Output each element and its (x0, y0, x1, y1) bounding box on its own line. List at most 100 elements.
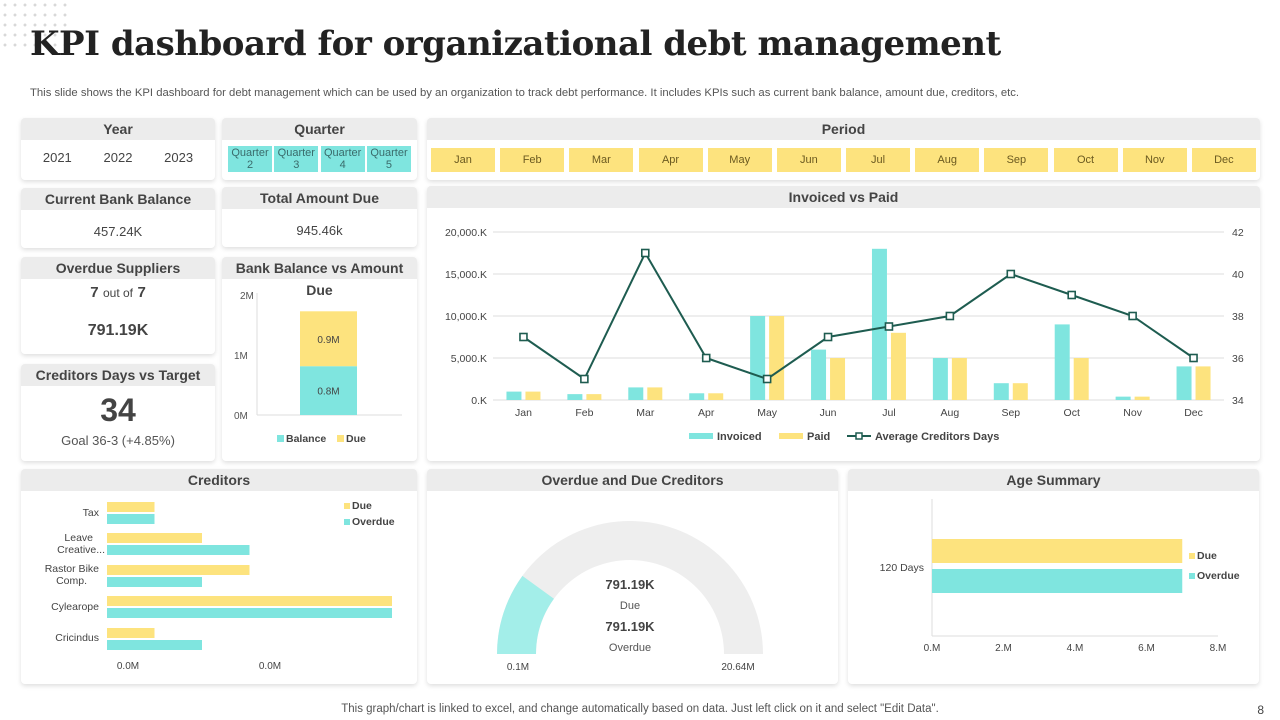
overdue-total: 7 (137, 284, 146, 301)
age-summary-card: Age Summary 120 Days 0.M 2.M 4.M 6.M 8.M Due… (848, 469, 1259, 684)
month-button[interactable]: Aug (915, 148, 980, 172)
legend-line-marker (855, 432, 863, 440)
gauge-chart: 791.19K Due 791.19K Overdue 0.1M 20.64M (497, 521, 763, 673)
month-button[interactable]: Apr (638, 148, 703, 172)
avg-days-marker (1006, 269, 1016, 279)
due-bar (107, 596, 392, 606)
x-tick-label: 4.M (1067, 643, 1084, 654)
legend-overdue-swatch (1189, 573, 1195, 579)
quarter-option[interactable]: Quarter 4 (320, 146, 365, 172)
year-option[interactable]: 2022 (103, 150, 133, 165)
avg-days-marker (701, 353, 711, 363)
decorative-dots (0, 0, 70, 50)
month-button[interactable]: Feb (500, 148, 565, 172)
year-header: Year (21, 118, 215, 140)
overdue-suppliers-card: Overdue Suppliers 7 out of 7 791.19K (21, 257, 215, 354)
due-bar (107, 628, 155, 638)
y-tick-label: 2M (240, 291, 254, 302)
x-tick-label: Nov (1123, 407, 1142, 419)
invoiced-vs-paid-title: Invoiced vs Paid (427, 186, 1260, 208)
page-subtitle: This slide shows the KPI dashboard for d… (30, 87, 1020, 99)
creditors-days-header: Creditors Days vs Target (21, 364, 215, 386)
y-tick-label: 0.K (471, 395, 487, 407)
month-button[interactable]: Mar (569, 148, 634, 172)
invoiced-bar (1115, 396, 1131, 400)
creditors-card: Creditors Tax Leave Creative... Rastor Bi… (21, 469, 417, 684)
balance-bar-label: 0.8M (317, 387, 339, 398)
category-label: Rastor Bike Comp. (45, 563, 99, 587)
x-tick-label: Dec (1184, 407, 1203, 419)
y-tick-label: 10,000.K (445, 311, 487, 323)
avg-days-marker (1189, 353, 1198, 363)
legend-balance-swatch (277, 435, 284, 442)
quarter-option[interactable]: Quarter 3 (274, 146, 319, 172)
legend-due-swatch (1189, 553, 1195, 559)
overdue-bar (932, 569, 1183, 593)
bank-balance-header: Current Bank Balance (21, 188, 215, 210)
month-button[interactable]: Jul (846, 148, 911, 172)
invoiced-bar (932, 358, 948, 400)
overdue-out-of-text: out of (102, 286, 134, 300)
gauge-due-value: 791.19K (605, 577, 655, 592)
paid-bar (525, 391, 541, 400)
month-button[interactable]: Dec (1191, 148, 1256, 172)
paid-bar (1073, 358, 1089, 400)
invoiced-bar (506, 391, 522, 400)
avg-days-marker (519, 332, 528, 342)
invoiced-bar (628, 387, 644, 400)
legend-due-swatch (344, 503, 350, 509)
bank-balance-card: Current Bank Balance 457.24K (21, 188, 215, 248)
gauge-overdue-value: 791.19K (605, 619, 655, 634)
month-button[interactable]: Nov (1122, 148, 1187, 172)
x-tick-label: May (757, 407, 778, 419)
month-button[interactable]: May (707, 148, 772, 172)
invoiced-bar (689, 393, 705, 400)
month-button[interactable]: Sep (984, 148, 1049, 172)
avg-days-marker (580, 374, 589, 384)
avg-creditors-days-line (522, 250, 1195, 381)
x-tick-label: 0.M (924, 643, 941, 654)
legend-avg-days-label: Average Creditors Days (875, 431, 999, 443)
creditors-chart: Tax Leave Creative... Rastor Bike Comp. Cy… (45, 500, 395, 672)
invoiced-bar (750, 316, 766, 400)
month-button[interactable]: Oct (1053, 148, 1118, 172)
legend-invoiced-label: Invoiced (717, 431, 762, 443)
overdue-count: 7 (90, 284, 99, 301)
legend-overdue-label: Overdue (1197, 570, 1240, 582)
x-tick-label: 0.0M (117, 661, 139, 672)
overdue-bar (107, 545, 250, 555)
paid-bar (647, 387, 663, 400)
category-label: Cricindus (55, 632, 99, 644)
invoiced-bar (567, 394, 583, 400)
year-option[interactable]: 2023 (164, 150, 194, 165)
y2-tick-label: 36 (1232, 353, 1244, 365)
due-bar (107, 533, 202, 543)
x-tick-label: Oct (1064, 407, 1080, 419)
x-tick-label: Jun (820, 407, 837, 419)
due-bar (932, 539, 1183, 563)
x-tick-label: 2.M (995, 643, 1012, 654)
quarter-option[interactable]: Quarter 5 (366, 146, 411, 172)
avg-days-marker (1067, 290, 1077, 300)
overdue-bar (107, 608, 392, 618)
invoiced-bar (1176, 366, 1192, 400)
creditors-days-value: 34 (100, 392, 136, 428)
legend-due-label: Due (1197, 550, 1217, 562)
x-tick-label: Apr (698, 407, 715, 419)
gauge-fill (497, 575, 554, 654)
year-option[interactable]: 2021 (42, 150, 72, 165)
invoiced-bar (871, 248, 887, 400)
quarter-option[interactable]: Quarter 2 (228, 146, 272, 172)
period-card: Period Jan Feb Mar Apr May Jun Jul Aug S… (427, 118, 1260, 180)
avg-days-marker (1128, 311, 1137, 321)
due-bar (300, 311, 357, 367)
month-button[interactable]: Jun (776, 148, 841, 172)
age-summary-chart: 120 Days 0.M 2.M 4.M 6.M 8.M Due Overdue (880, 499, 1240, 654)
x-tick-label: Aug (941, 407, 960, 419)
amount-due-header: Total Amount Due (222, 187, 417, 209)
y-tick-label: 0M (234, 411, 248, 422)
overdue-bar (107, 577, 202, 587)
month-button[interactable]: Jan (431, 148, 495, 172)
creditors-title: Creditors (21, 469, 417, 491)
invoiced-vs-paid-chart: 0.K 5,000.K 10,000.K 15,000.K 20,000.K 34 36 38… (445, 227, 1244, 443)
